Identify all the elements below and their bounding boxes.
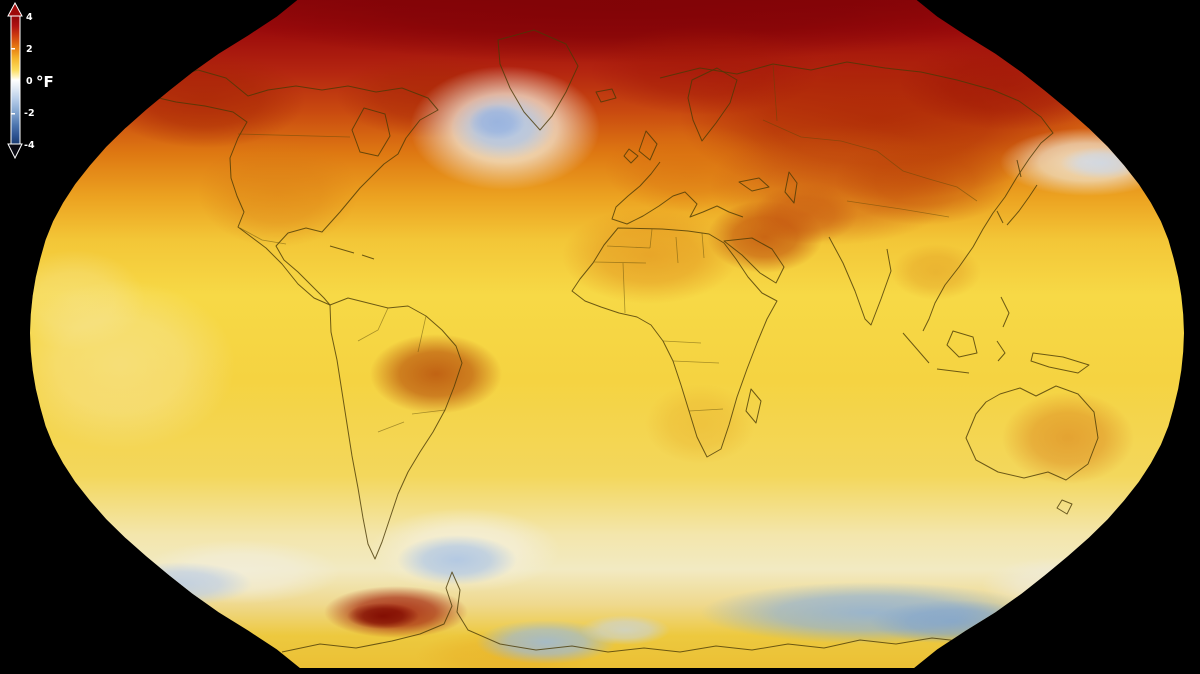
country-border [772,63,778,122]
coastline-australia [965,385,1099,481]
pacific-japan-cool-anomaly [1060,147,1144,179]
coastline-korea [996,210,1004,224]
antarctic-coast-cool-2-anomaly [580,615,670,645]
colorbar-max-arrow-icon [7,2,23,17]
coastline-india [828,236,892,326]
country-border [928,178,978,202]
alaska-red-anomaly [105,52,305,148]
coastline-madagascar [745,388,762,424]
temperature-unit-label: °F [36,73,54,91]
colorbar-label-2: 2 [26,44,33,55]
coastline-iceland [595,88,617,103]
north-africa-orange-anomaly [562,208,738,304]
country-border [688,408,724,412]
south-africa-gold-anomaly [645,384,755,464]
country-border [662,340,702,344]
coastline-tasmania [1056,499,1073,515]
indochina-orange-anomaly [891,244,981,300]
country-border [622,262,626,314]
coastline-hudson-bay [351,107,391,157]
coastline-new-guinea [1030,352,1090,374]
coastline-japan [1006,184,1038,226]
coastline-ireland [623,148,639,164]
colorbar-gradient-bar [10,15,21,145]
coastline-caribbean-islands [329,245,375,260]
coastline-new-zealand [1125,511,1154,546]
coastline-borneo [946,330,978,358]
colorbar-tick-plus2 [11,48,15,50]
temperature-colorbar-legend: 4 2 0 -2 -4 °F [7,2,54,160]
mongolia-red-anomaly [835,135,1015,225]
country-border [649,228,653,249]
barents-red-anomaly [590,25,820,115]
coastline-sulawesi [996,340,1006,362]
country-border [762,119,878,152]
antarctic-peninsula-core-anomaly [347,603,419,629]
arctic-deep-red-cap-anomaly [200,0,1040,63]
antarctic-coast-cool-right2-anomaly [870,600,1040,644]
colorbar-label-0: 0 [26,76,33,87]
brazil-dark-orange-anomaly [370,334,502,414]
coastline-java [936,368,970,374]
iran-orange-anomaly [754,184,858,244]
country-border [357,307,389,342]
country-border [606,245,651,249]
colorbar-label-minus2: -2 [24,108,35,119]
coastline-philippines [1000,296,1010,328]
colorbar-label-4: 4 [26,12,33,23]
coastline-south-america [329,297,463,560]
s-pacific-pale-anomaly [30,250,145,350]
country-border [417,315,427,353]
colorbar-label-minus4: -4 [24,140,35,151]
coastline-asia-north-coast [659,61,1020,102]
west-us-orange-anomaly [198,137,358,247]
coastline-africa [571,227,778,458]
coastline-greenland [497,29,579,131]
colorbar-min-arrow-icon [7,143,23,160]
country-border [876,150,930,180]
colorbar-tick-minus2 [11,113,15,115]
country-border [239,227,287,245]
lower-left-cool-anomaly [108,562,252,606]
coastline-asia-east-coast [922,100,1054,332]
country-border [701,232,705,259]
coastline-antarctica [281,571,1075,653]
country-border [411,409,446,415]
coastline-europe-coast [611,161,744,225]
country-border [377,421,405,433]
coastline-sumatra [902,332,930,364]
south-atlantic-cool-anomaly [397,535,517,585]
australia-orange-anomaly [1002,392,1134,484]
coastline-britain [638,130,658,161]
country-border [846,200,950,218]
north-atlantic-cold-core-anomaly [469,104,525,140]
new-zealand-white-anomaly [1103,501,1184,549]
coastline-black-sea [738,177,770,192]
country-border [672,360,720,364]
coastline-caspian-sea [784,171,798,204]
coastline-sakhalin [1016,159,1022,178]
country-border [675,236,679,264]
coastline-north-america [149,69,439,306]
country-border [593,261,647,264]
coastline-arabian-peninsula [723,237,785,284]
country-border [237,133,351,138]
east-siberia-red-anomaly [900,40,1120,130]
